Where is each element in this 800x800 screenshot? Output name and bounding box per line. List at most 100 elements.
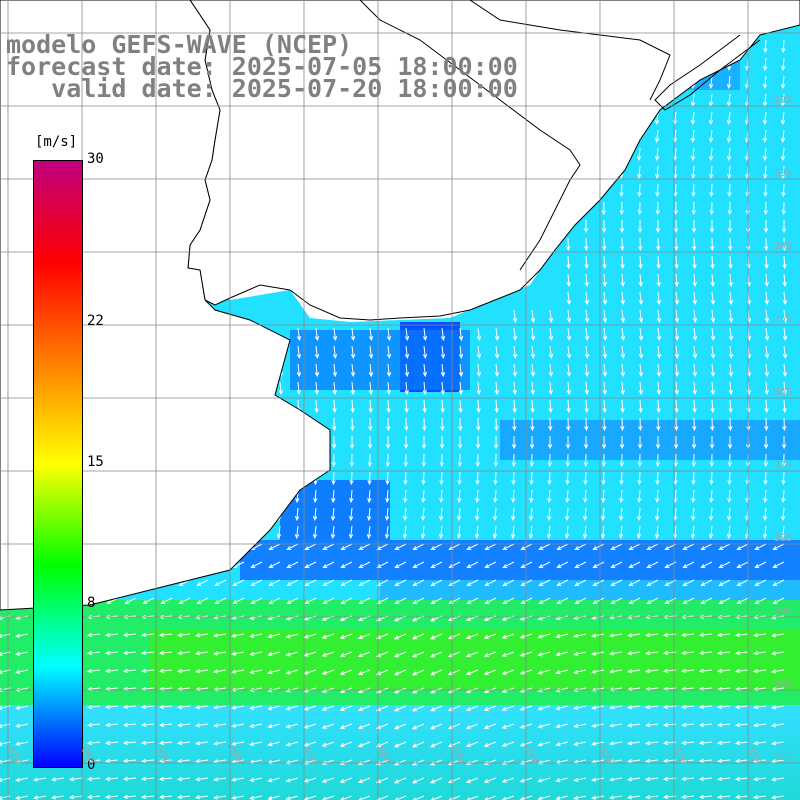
wind-arrow (214, 579, 227, 586)
wind-arrow (644, 650, 659, 656)
wind-arrow (584, 363, 590, 378)
wind-arrow (357, 723, 371, 730)
wind-arrow (530, 327, 536, 342)
wind-arrow (781, 39, 786, 54)
wind-arrow (736, 579, 749, 586)
wind-arrow (429, 777, 443, 784)
wind-arrow (537, 651, 551, 657)
wind-arrow (314, 399, 319, 414)
wind-arrow (626, 795, 641, 800)
wind-arrow (520, 579, 533, 586)
wind-arrow (602, 399, 607, 414)
wind-arrow (782, 381, 787, 396)
wind-arrow (339, 669, 353, 676)
wind-arrow (638, 345, 644, 360)
wind-arrow (267, 741, 281, 747)
wind-arrow (609, 723, 623, 728)
wind-arrow (584, 237, 589, 252)
wind-arrow (547, 453, 552, 468)
wind-arrow (762, 507, 768, 522)
wind-arrow (573, 669, 587, 674)
wind-arrow (285, 705, 299, 711)
wind-arrow (680, 704, 695, 710)
wind-arrow (734, 650, 749, 656)
wind-arrow (716, 668, 731, 674)
wind-arrow (158, 704, 173, 710)
wind-arrow (646, 561, 659, 568)
wind-arrow (619, 435, 625, 450)
wind-arrow (86, 794, 101, 800)
wind-arrow (716, 740, 731, 746)
wind-arrow (691, 219, 697, 234)
wind-arrow (15, 741, 29, 746)
wind-arrow (375, 741, 389, 748)
wind-arrow (104, 758, 119, 764)
wind-arrow (339, 633, 353, 640)
wind-arrow (447, 741, 461, 748)
wind-arrow (393, 651, 407, 658)
wind-arrow (213, 669, 227, 674)
wind-arrow (781, 219, 787, 234)
wind-arrow (582, 507, 588, 522)
wind-arrow (674, 327, 680, 342)
wind-arrow (556, 597, 569, 604)
wind-arrow (628, 579, 641, 586)
wind-arrow (429, 741, 443, 748)
wind-arrow (602, 291, 608, 306)
wind-arrow (393, 669, 407, 676)
wind-arrow (440, 381, 445, 396)
wind-arrow (772, 561, 785, 568)
wind-arrow (474, 507, 480, 522)
wind-arrow (376, 543, 389, 550)
wind-arrow (465, 705, 479, 712)
wind-arrow (566, 309, 572, 324)
wind-arrow (656, 417, 661, 432)
wind-arrow (682, 561, 695, 568)
wind-arrow (350, 381, 355, 396)
wind-arrow (322, 597, 335, 604)
wind-arrow (304, 579, 317, 586)
wind-arrow (512, 399, 517, 414)
wind-arrow (447, 759, 461, 766)
wind-arrow (619, 183, 624, 198)
wind-arrow (321, 669, 335, 675)
wind-arrow (674, 345, 680, 360)
wind-arrow (213, 633, 227, 638)
wind-arrow (626, 633, 641, 638)
wind-arrow (752, 668, 767, 674)
wind-arrow (656, 399, 661, 414)
wind-arrow (726, 525, 732, 540)
wind-arrow (692, 381, 697, 396)
wind-arrow (656, 381, 661, 396)
wind-arrow (458, 399, 463, 414)
wind-arrow (710, 363, 716, 378)
wind-arrow (501, 723, 515, 729)
wind-arrow (691, 471, 696, 486)
wind-arrow (674, 381, 679, 396)
wind-arrow (194, 777, 209, 782)
wind-arrow (394, 561, 407, 568)
wind-arrow (680, 668, 695, 674)
wind-arrow (231, 669, 245, 674)
wind-arrow (592, 543, 605, 550)
wind-arrow (655, 453, 660, 468)
title-forecast-date: forecast date: 2025-07-05 18:00:00 (6, 52, 518, 81)
wind-arrow (376, 561, 389, 568)
wind-arrow (422, 345, 428, 360)
wind-arrow (637, 435, 643, 450)
wind-arrow (268, 561, 281, 568)
wind-arrow (602, 381, 607, 396)
dark-zone-2 (290, 330, 470, 390)
wind-arrow (231, 795, 245, 800)
wind-arrow (402, 525, 408, 540)
wind-arrow (249, 669, 263, 674)
wind-arrow (429, 651, 443, 658)
wind-arrow (565, 435, 571, 450)
wind-arrow (51, 777, 65, 782)
wind-arrow (752, 722, 767, 728)
wind-arrow (728, 291, 734, 306)
wind-arrow (458, 345, 464, 360)
wind-arrow (530, 417, 535, 432)
wind-arrow (176, 632, 191, 638)
